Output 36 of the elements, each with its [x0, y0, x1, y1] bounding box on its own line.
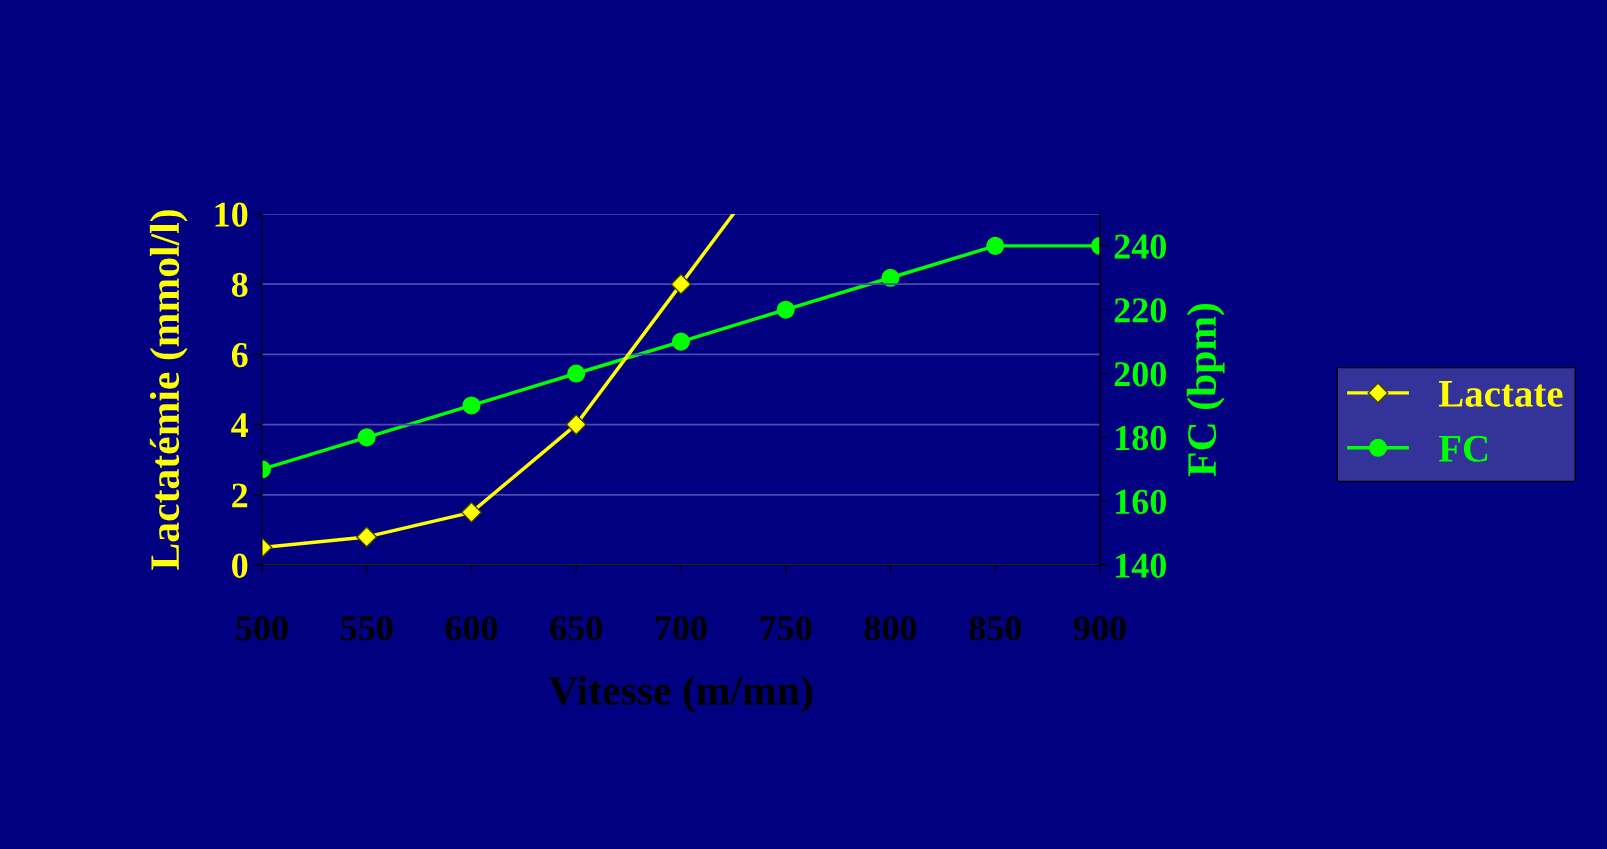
y2-tick-label: 180 [1116, 425, 1166, 451]
y2-tick-label: 160 [1116, 489, 1166, 515]
x-tick-label: 700 [655, 616, 707, 641]
x-tick-label: 600 [445, 616, 498, 641]
point [460, 501, 482, 523]
y-axis-title: Lactatémie (mmol/l) [149, 210, 188, 570]
x-tick-label: 650 [550, 616, 602, 641]
x-axis-title: Vitesse (m/mn) [548, 675, 812, 714]
point [357, 428, 376, 447]
legend-label: Lactate [1438, 381, 1563, 407]
y-tick-label: 8 [231, 272, 248, 298]
y-tick-label: 10 [215, 202, 248, 227]
y-tick-label: 0 [232, 553, 248, 578]
point [565, 414, 587, 436]
point [567, 364, 586, 383]
point [670, 273, 692, 295]
x-tick-label: 750 [760, 616, 812, 641]
y-tick-label: 6 [231, 342, 248, 368]
legend-label: FC [1438, 435, 1488, 462]
x-tick-label: 800 [864, 616, 917, 641]
point [776, 300, 795, 319]
point [671, 332, 690, 351]
point [986, 236, 1005, 255]
point [356, 526, 378, 548]
y2-axis-title: FC (bpm) [1186, 303, 1225, 477]
point [462, 396, 481, 415]
y2-tick-label: 220 [1114, 298, 1166, 323]
x-tick-label: 850 [969, 616, 1021, 641]
y2-tick-label: 140 [1116, 553, 1166, 578]
y-tick-label: 2 [232, 483, 248, 508]
y2-tick-label: 200 [1114, 362, 1166, 387]
x-tick-label: 900 [1073, 616, 1126, 641]
x-tick-label: 500 [236, 616, 288, 641]
x-tick-label: 550 [341, 616, 393, 641]
y-tick-label: 4 [231, 413, 249, 438]
y2-tick-label: 240 [1114, 234, 1166, 259]
